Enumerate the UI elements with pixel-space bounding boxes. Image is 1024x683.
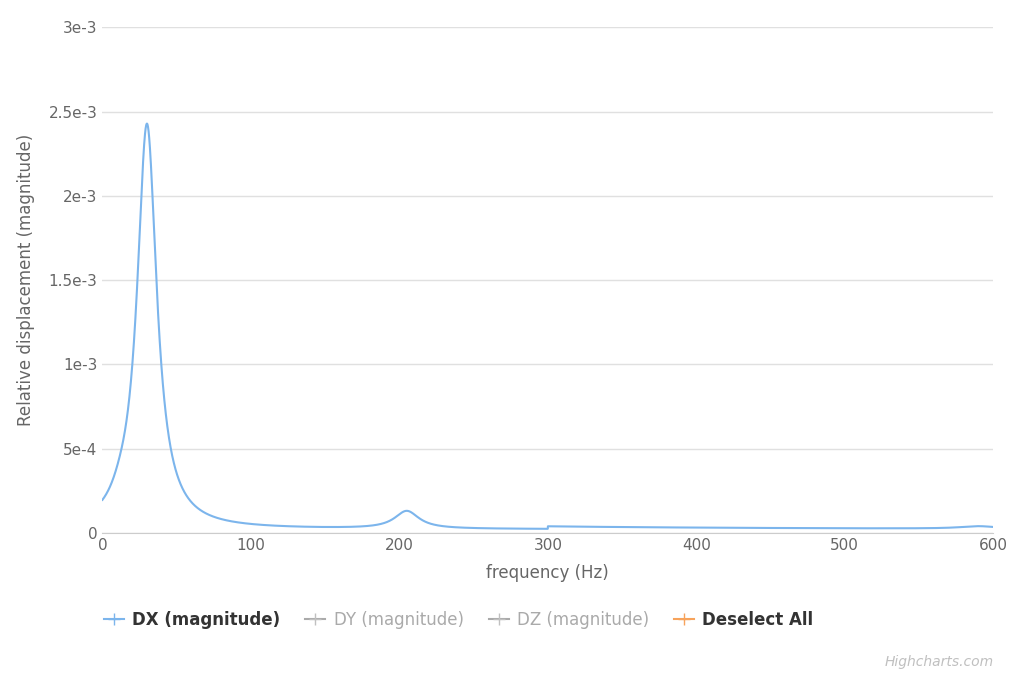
X-axis label: frequency (Hz): frequency (Hz) [486, 563, 609, 582]
Legend: DX (magnitude), DY (magnitude), DZ (magnitude), Deselect All: DX (magnitude), DY (magnitude), DZ (magn… [97, 604, 820, 636]
Text: Highcharts.com: Highcharts.com [884, 656, 993, 669]
Y-axis label: Relative displacement (magnitude): Relative displacement (magnitude) [16, 134, 35, 426]
